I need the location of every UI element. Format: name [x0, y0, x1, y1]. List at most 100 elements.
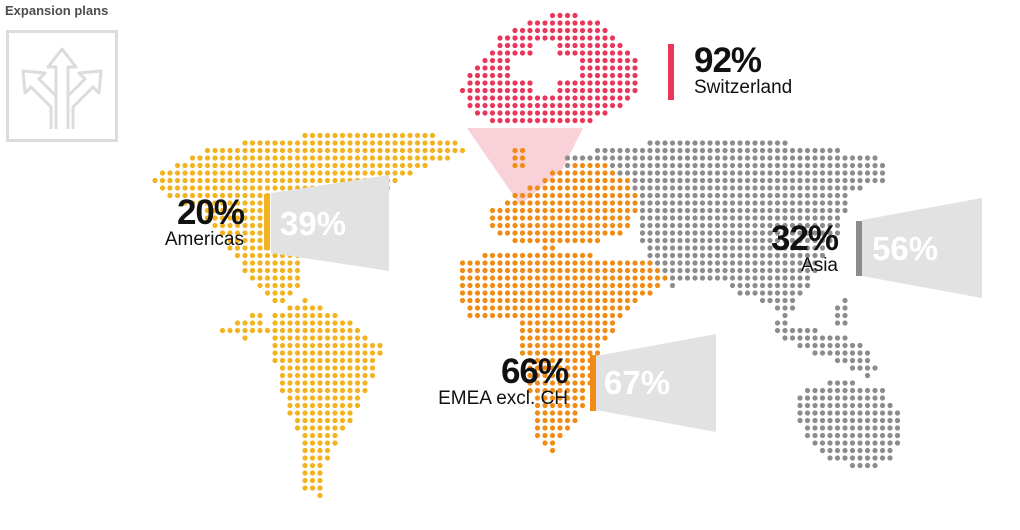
asia-map-dot [759, 207, 766, 214]
americas-map-dot [264, 275, 271, 281]
asia-map-dot [842, 192, 848, 199]
americas-map-dot [332, 327, 338, 334]
emea-map-dot [467, 282, 473, 289]
americas-map-dot [399, 162, 406, 169]
asia-map-dot [699, 275, 706, 281]
asia-map-dot [797, 185, 803, 191]
asia-map-dot [654, 252, 661, 259]
asia-map-dot [684, 215, 691, 221]
switzerland-bar [668, 44, 674, 100]
americas-map-dot [384, 162, 391, 169]
americas-map-dot [242, 335, 248, 341]
asia-map-dot [639, 222, 646, 229]
switzerland-map-dot [579, 27, 586, 34]
emea-map-dot [579, 170, 586, 176]
emea-map-dot [587, 215, 593, 221]
emea-map-dot [527, 185, 533, 191]
switzerland-map-dot [542, 35, 548, 41]
asia-map-dot [804, 387, 811, 394]
switzerland-map-dot [497, 117, 503, 124]
switzerland-map-dot [609, 80, 616, 86]
americas-map-dot [369, 350, 376, 356]
asia-map-dot [842, 200, 848, 206]
asia-map-dot [684, 245, 691, 251]
asia-map-dot [827, 177, 833, 184]
asia-map-dot [714, 267, 721, 274]
asia-map-dot [834, 402, 841, 409]
americas-map-dot [302, 440, 308, 446]
americas-map-dot [422, 132, 428, 139]
americas-map-dot [249, 327, 256, 334]
emea-map-dot [587, 200, 593, 206]
emea-map-dot [572, 170, 578, 176]
switzerland-map-dot [542, 95, 548, 101]
emea-map-dot [534, 222, 541, 229]
switzerland-map-dot [482, 80, 488, 86]
americas-map-dot [257, 185, 263, 191]
asia-map-dot [782, 305, 788, 311]
switzerland-map-dot [519, 80, 526, 86]
americas-map-dot [407, 155, 413, 161]
americas-map-dot [414, 132, 421, 139]
asia-map-dot [804, 185, 811, 191]
asia-map-dot [872, 462, 878, 469]
asia-map-dot [737, 207, 743, 214]
switzerland-map-dot [542, 102, 548, 109]
asia-map-dot [609, 162, 616, 169]
asia-map-dot [564, 155, 571, 161]
asia-map-dot [767, 267, 773, 274]
switzerland-map-dot [497, 72, 503, 79]
asia-map-dot [767, 140, 773, 146]
asia-map-dot [782, 177, 788, 184]
asia-map-dot [617, 155, 623, 161]
americas-map-dot [302, 327, 308, 334]
emea-map-dot [557, 380, 563, 386]
asia-map-dot [782, 297, 788, 304]
americas-map-dot [317, 342, 323, 349]
switzerland-pct: 92% [694, 41, 762, 80]
asia-map-dot [842, 440, 848, 446]
americas-map-dot [317, 447, 323, 454]
switzerland-map-dot [587, 117, 593, 124]
asia-map-dot [834, 230, 841, 236]
emea-map-dot [549, 215, 556, 221]
emea-map-dot [557, 372, 563, 379]
emea-map-dot [527, 372, 533, 379]
asia-map-dot [789, 177, 796, 184]
asia-map-dot [669, 147, 676, 154]
asia-map-dot [662, 260, 668, 266]
asia-map-dot [782, 170, 788, 176]
americas-map-dot [279, 350, 286, 356]
asia-map-dot [812, 410, 818, 416]
switzerland-map-dot [512, 102, 518, 109]
americas-map-dot [189, 200, 196, 206]
switzerland-map-dot [564, 12, 571, 19]
asia-map-dot [654, 245, 661, 251]
asia-map-dot [827, 350, 833, 356]
americas-map-dot [339, 342, 346, 349]
switzerland-map-dot [467, 95, 473, 101]
emea-map-dot [572, 342, 578, 349]
emea-map-dot [557, 342, 563, 349]
switzerland-map-dot [564, 20, 571, 26]
asia-map-dot [737, 140, 743, 146]
asia-map-dot [797, 245, 803, 251]
americas-map-dot [332, 320, 338, 326]
asia-map-dot [647, 215, 653, 221]
emea-map-dot [542, 305, 548, 311]
emea-map-dot [527, 230, 533, 236]
emea-map-dot [557, 200, 563, 206]
asia-map-dot [842, 350, 848, 356]
emea-map-dot [542, 312, 548, 319]
asia-map-dot [789, 267, 796, 274]
emea-map-dot [624, 305, 631, 311]
emea-map-dot [587, 222, 593, 229]
asia-map-dot [804, 200, 811, 206]
emea-map-dot [579, 387, 586, 394]
americas-map-dot [242, 177, 248, 184]
americas-map-dot [317, 162, 323, 169]
switzerland-map-dot [527, 95, 533, 101]
asia-map-dot [647, 177, 653, 184]
asia-map-dot [752, 215, 758, 221]
emea-map-dot [564, 267, 571, 274]
